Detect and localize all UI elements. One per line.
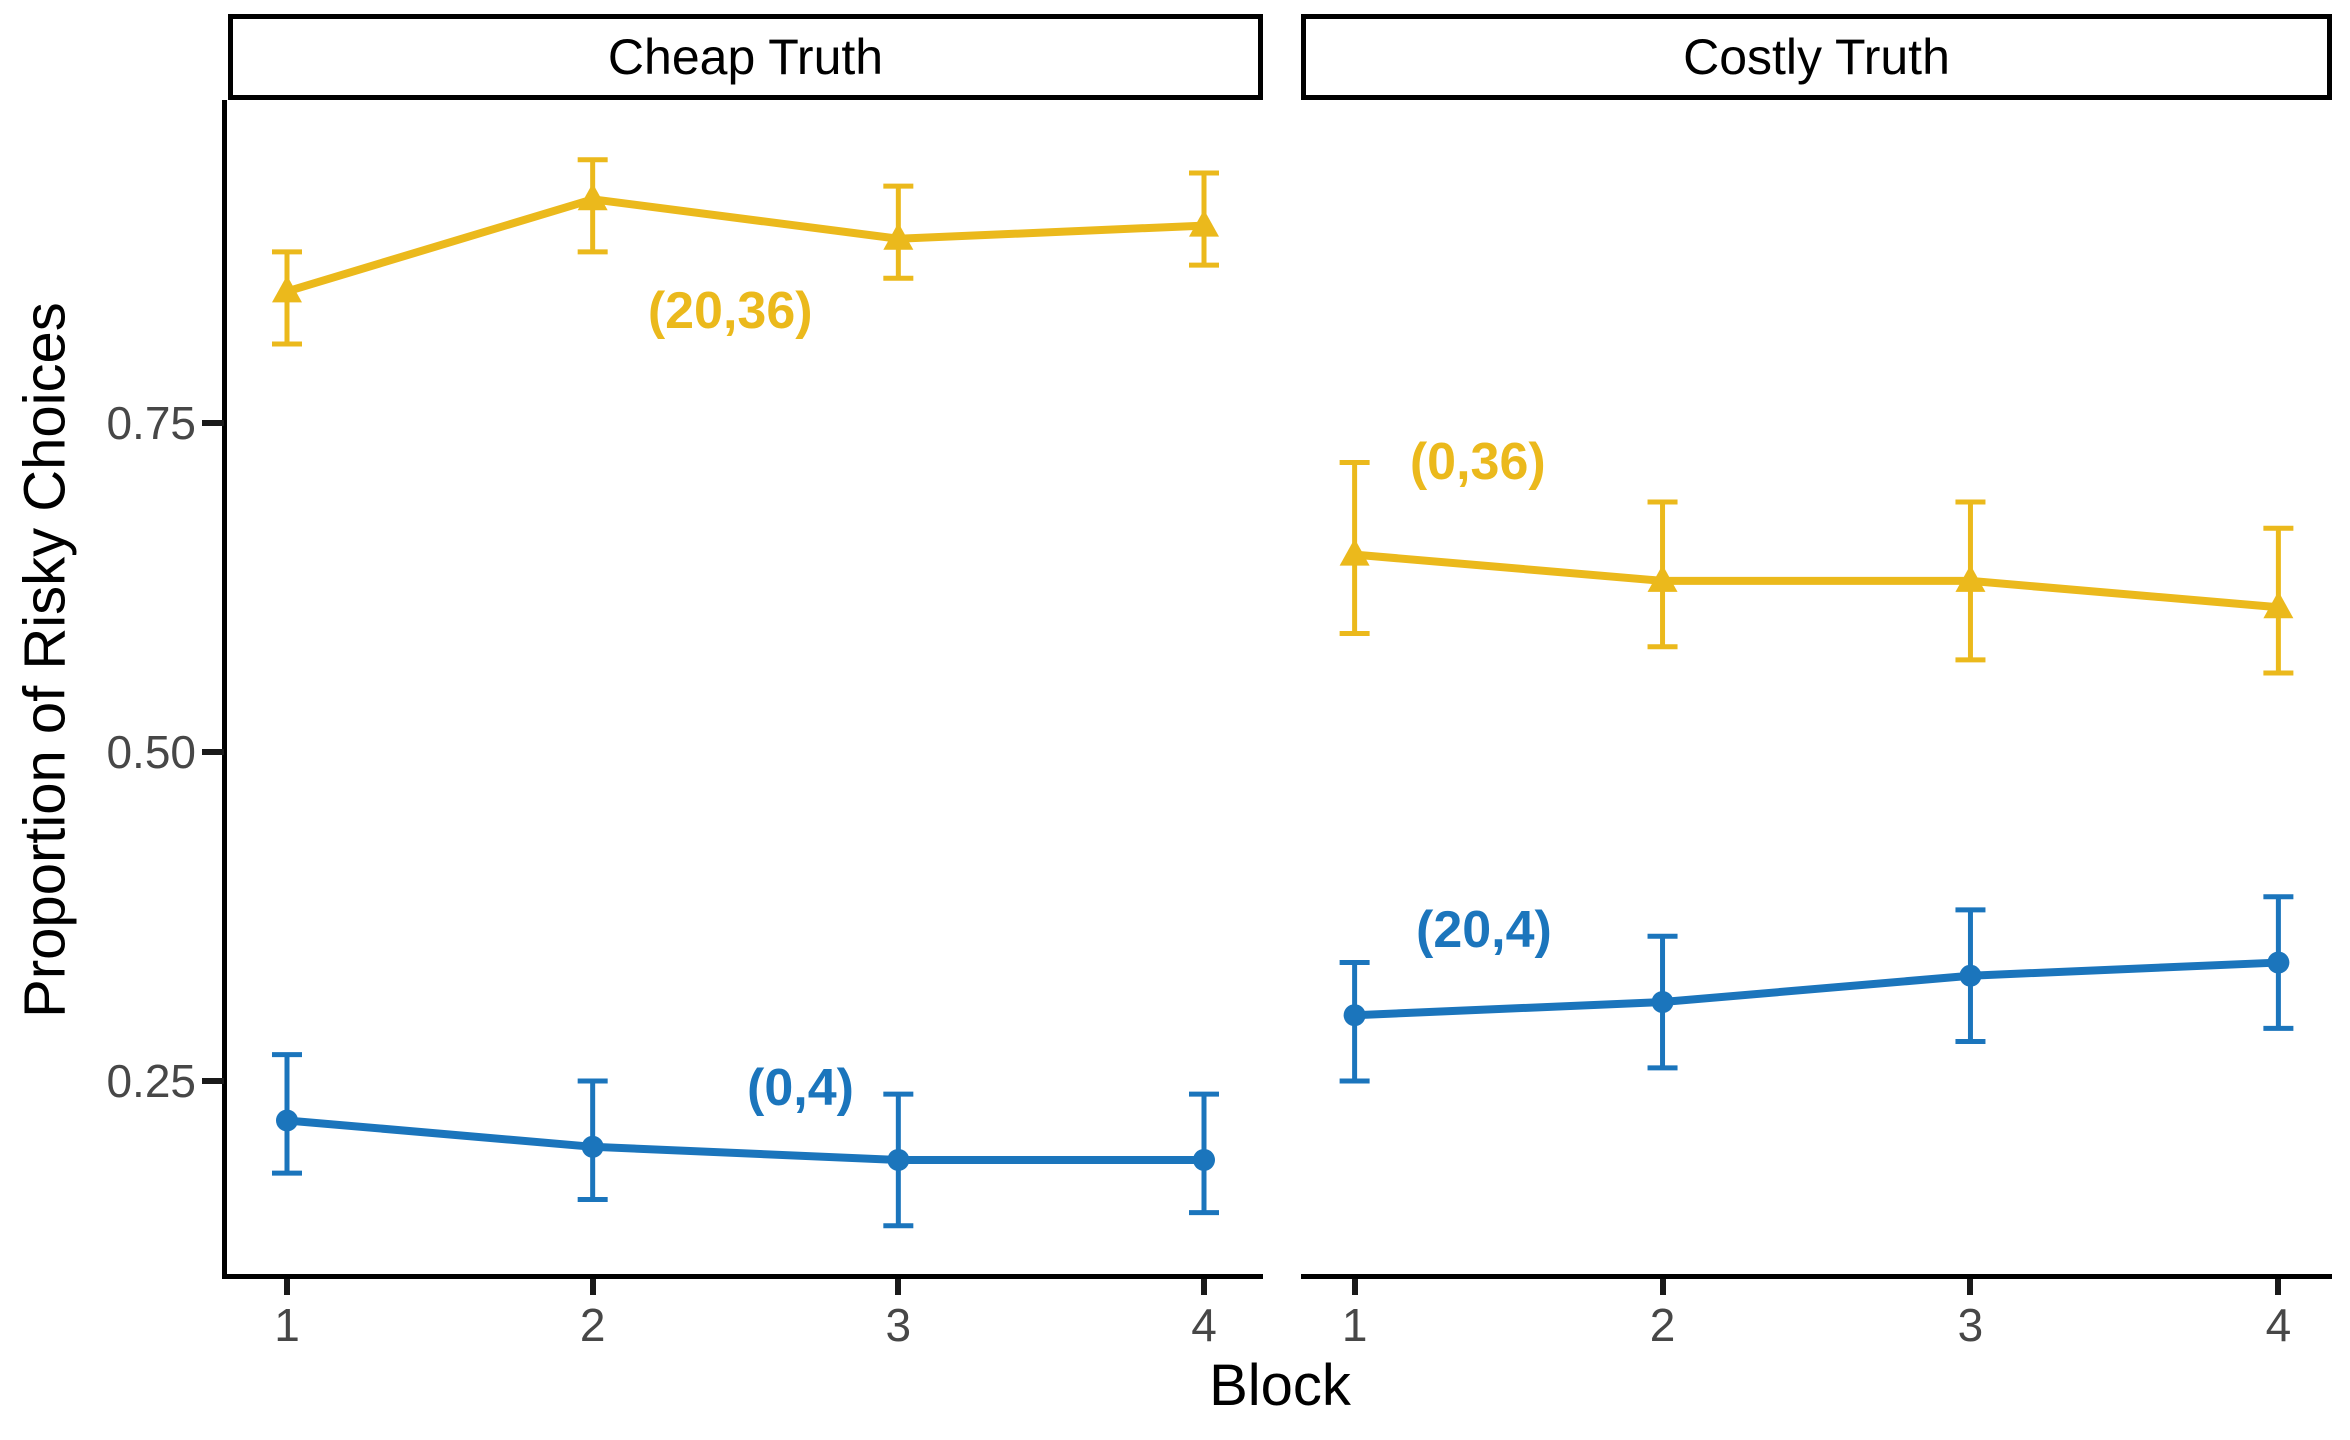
y-tick-label: 0.50 [106, 726, 196, 778]
series-label: (0,4) [747, 1058, 854, 1117]
x-tick-mark [1659, 1279, 1666, 1295]
facet-strip-costly-truth-label: Costly Truth [1683, 29, 1950, 85]
x-axis-line-left-panel [222, 1274, 1263, 1279]
x-tick-mark [589, 1279, 596, 1295]
x-tick-mark [1967, 1279, 1974, 1295]
series-label: (20,36) [647, 282, 813, 341]
x-tick-label: 4 [2265, 1299, 2292, 1351]
x-tick-label: 1 [274, 1299, 300, 1351]
x-tick-mark [1351, 1279, 1358, 1295]
x-tick-mark [283, 1279, 290, 1295]
panel-costly-truth: (0,36) (20,4) [1301, 100, 2332, 1276]
x-axis-line-right-panel [1301, 1274, 2332, 1279]
x-tick-mark [1201, 1279, 1207, 1295]
x-tick-mark [895, 1279, 902, 1295]
x-tick-label: 3 [1957, 1299, 1984, 1351]
y-axis-line [222, 100, 227, 1279]
series-plot-svg [1339, 459, 2294, 1084]
x-tick-label: 1 [1341, 1299, 1368, 1351]
series-label: (0,36) [1409, 433, 1546, 492]
x-axis-title: Block [1209, 1353, 1351, 1418]
y-tick-label: 0.75 [106, 397, 196, 449]
panel-cheap-truth: (20,36) (0,4) [228, 100, 1263, 1276]
y-tick-label: 0.25 [106, 1055, 196, 1107]
series-label: (20,4) [1416, 900, 1552, 959]
facet-strip-cheap-truth: Cheap Truth [228, 14, 1263, 100]
x-tick-label: 2 [579, 1299, 606, 1351]
facet-strip-cheap-truth-label: Cheap Truth [607, 29, 884, 85]
series-plot-svg [271, 157, 1220, 1229]
x-tick-mark [2275, 1279, 2282, 1295]
x-tick-label: 3 [885, 1299, 912, 1351]
x-tick-label: 4 [1191, 1299, 1217, 1351]
y-tick-mark [202, 420, 224, 426]
y-tick-mark [202, 1078, 224, 1084]
x-tick-label: 2 [1649, 1299, 1676, 1351]
y-tick-mark [202, 749, 224, 755]
facet-strip-costly-truth: Costly Truth [1301, 14, 2332, 100]
